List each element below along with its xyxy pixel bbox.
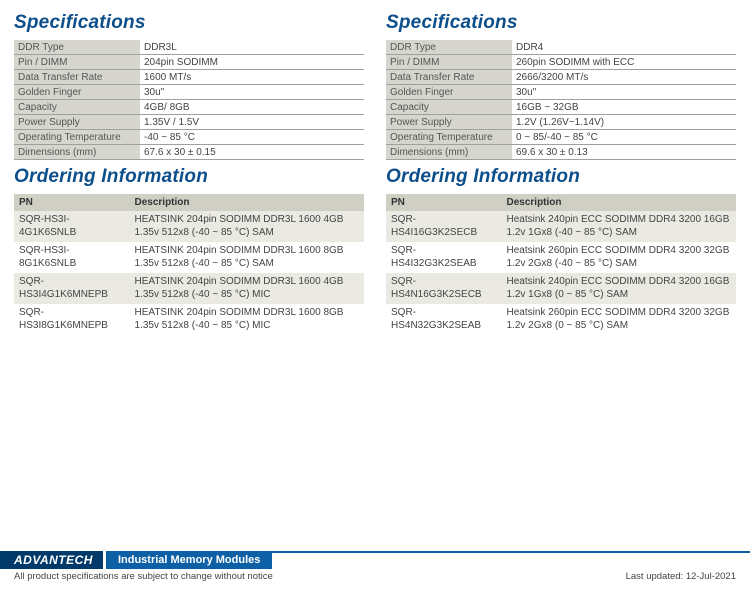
spec-value: 30u"	[512, 85, 736, 100]
spec-row: Data Transfer Rate2666/3200 MT/s	[386, 70, 736, 85]
spec-value: 2666/3200 MT/s	[512, 70, 736, 85]
spec-key: Data Transfer Rate	[386, 70, 512, 85]
spec-row: Power Supply1.35V / 1.5V	[14, 115, 364, 130]
ord-row: SQR-HS4I32G3K2SEABHeatsink 260pin ECC SO…	[386, 242, 736, 273]
ord-row: SQR-HS3I-4G1K6SNLBHEATSINK 204pin SODIMM…	[14, 211, 364, 242]
spec-value: 204pin SODIMM	[140, 55, 364, 70]
spec-key: DDR Type	[14, 40, 140, 55]
spec-row: Dimensions (mm)69.6 x 30 ± 0.13	[386, 145, 736, 160]
spec-key: Golden Finger	[14, 85, 140, 100]
spec-row: Pin / DIMM204pin SODIMM	[14, 55, 364, 70]
spec-value: 0 ~ 85/-40 ~ 85 °C	[512, 130, 736, 145]
ord-row: SQR-HS4N32G3K2SEABHeatsink 260pin ECC SO…	[386, 304, 736, 335]
brand-logo: ADVANTECH	[0, 551, 103, 569]
ord-desc: HEATSINK 204pin SODIMM DDR3L 1600 4GB 1.…	[130, 211, 365, 242]
ord-heading-left: Ordering Information	[14, 166, 364, 188]
spec-row: Pin / DIMM260pin SODIMM with ECC	[386, 55, 736, 70]
spec-key: Dimensions (mm)	[386, 145, 512, 160]
ord-col-header: Description	[502, 194, 737, 211]
ord-col-header: PN	[386, 194, 502, 211]
ord-pn: SQR-HS3I-8G1K6SNLB	[14, 242, 130, 273]
ord-table-right: PNDescriptionSQR-HS4I16G3K2SECBHeatsink …	[386, 194, 736, 335]
footer-note: All product specifications are subject t…	[0, 569, 750, 582]
spec-row: Capacity16GB ~ 32GB	[386, 100, 736, 115]
ord-desc: Heatsink 260pin ECC SODIMM DDR4 3200 32G…	[502, 242, 737, 273]
spec-value: 1.35V / 1.5V	[140, 115, 364, 130]
spec-row: Operating Temperature0 ~ 85/-40 ~ 85 °C	[386, 130, 736, 145]
footer: ADVANTECH Industrial Memory Modules All …	[0, 551, 750, 591]
ord-row: SQR-HS4N16G3K2SECBHeatsink 240pin ECC SO…	[386, 273, 736, 304]
spec-row: Dimensions (mm)67.6 x 30 ± 0.15	[14, 145, 364, 160]
spec-key: Capacity	[14, 100, 140, 115]
spec-row: Power Supply1.2V (1.26V~1.14V)	[386, 115, 736, 130]
ord-col-header: PN	[14, 194, 130, 211]
ord-desc: Heatsink 260pin ECC SODIMM DDR4 3200 32G…	[502, 304, 737, 335]
spec-value: 16GB ~ 32GB	[512, 100, 736, 115]
spec-key: Golden Finger	[386, 85, 512, 100]
left-column: Specifications DDR TypeDDR3LPin / DIMM20…	[14, 6, 364, 335]
spec-key: Operating Temperature	[386, 130, 512, 145]
spec-row: DDR TypeDDR4	[386, 40, 736, 55]
spec-table-right: DDR TypeDDR4Pin / DIMM260pin SODIMM with…	[386, 40, 736, 160]
spec-key: Power Supply	[386, 115, 512, 130]
page-content: Specifications DDR TypeDDR3LPin / DIMM20…	[0, 0, 750, 335]
spec-value: 30u"	[140, 85, 364, 100]
spec-key: Dimensions (mm)	[14, 145, 140, 160]
spec-row: Data Transfer Rate1600 MT/s	[14, 70, 364, 85]
spec-value: DDR3L	[140, 40, 364, 55]
spec-value: 1600 MT/s	[140, 70, 364, 85]
spec-value: 69.6 x 30 ± 0.13	[512, 145, 736, 160]
spec-key: Power Supply	[14, 115, 140, 130]
ord-row: SQR-HS3I8G1K6MNEPBHEATSINK 204pin SODIMM…	[14, 304, 364, 335]
ord-pn: SQR-HS3I8G1K6MNEPB	[14, 304, 130, 335]
ord-desc: Heatsink 240pin ECC SODIMM DDR4 3200 16G…	[502, 211, 737, 242]
ord-pn: SQR-HS4N32G3K2SEAB	[386, 304, 502, 335]
spec-key: DDR Type	[386, 40, 512, 55]
spec-row: Golden Finger30u"	[386, 85, 736, 100]
spec-key: Capacity	[386, 100, 512, 115]
last-updated: Last updated: 12-Jul-2021	[626, 571, 736, 582]
footer-bar: ADVANTECH Industrial Memory Modules	[0, 551, 750, 569]
spec-value: 1.2V (1.26V~1.14V)	[512, 115, 736, 130]
spec-row: Capacity4GB/ 8GB	[14, 100, 364, 115]
ord-desc: HEATSINK 204pin SODIMM DDR3L 1600 8GB 1.…	[130, 242, 365, 273]
ord-pn: SQR-HS4I32G3K2SEAB	[386, 242, 502, 273]
spec-key: Pin / DIMM	[386, 55, 512, 70]
spec-value: 260pin SODIMM with ECC	[512, 55, 736, 70]
spec-key: Data Transfer Rate	[14, 70, 140, 85]
spec-heading-right: Specifications	[386, 12, 736, 34]
spec-row: Operating Temperature-40 ~ 85 °C	[14, 130, 364, 145]
ord-row: SQR-HS4I16G3K2SECBHeatsink 240pin ECC SO…	[386, 211, 736, 242]
ord-heading-right: Ordering Information	[386, 166, 736, 188]
spec-row: DDR TypeDDR3L	[14, 40, 364, 55]
spec-value: -40 ~ 85 °C	[140, 130, 364, 145]
spec-heading-left: Specifications	[14, 12, 364, 34]
spec-row: Golden Finger30u"	[14, 85, 364, 100]
ord-col-header: Description	[130, 194, 365, 211]
ord-desc: Heatsink 240pin ECC SODIMM DDR4 3200 16G…	[502, 273, 737, 304]
ord-desc: HEATSINK 204pin SODIMM DDR3L 1600 4GB 1.…	[130, 273, 365, 304]
right-column: Specifications DDR TypeDDR4Pin / DIMM260…	[386, 6, 736, 335]
ord-pn: SQR-HS3I4G1K6MNEPB	[14, 273, 130, 304]
spec-value: DDR4	[512, 40, 736, 55]
ord-row: SQR-HS3I-8G1K6SNLBHEATSINK 204pin SODIMM…	[14, 242, 364, 273]
footer-rule	[272, 551, 750, 569]
spec-value: 67.6 x 30 ± 0.15	[140, 145, 364, 160]
ord-desc: HEATSINK 204pin SODIMM DDR3L 1600 8GB 1.…	[130, 304, 365, 335]
spec-table-left: DDR TypeDDR3LPin / DIMM204pin SODIMMData…	[14, 40, 364, 160]
ord-pn: SQR-HS4N16G3K2SECB	[386, 273, 502, 304]
spec-value: 4GB/ 8GB	[140, 100, 364, 115]
ord-row: SQR-HS3I4G1K6MNEPBHEATSINK 204pin SODIMM…	[14, 273, 364, 304]
ord-pn: SQR-HS3I-4G1K6SNLB	[14, 211, 130, 242]
disclaimer-text: All product specifications are subject t…	[14, 571, 273, 582]
spec-key: Pin / DIMM	[14, 55, 140, 70]
ord-table-left: PNDescriptionSQR-HS3I-4G1K6SNLBHEATSINK …	[14, 194, 364, 335]
footer-title: Industrial Memory Modules	[106, 551, 272, 569]
ord-pn: SQR-HS4I16G3K2SECB	[386, 211, 502, 242]
spec-key: Operating Temperature	[14, 130, 140, 145]
